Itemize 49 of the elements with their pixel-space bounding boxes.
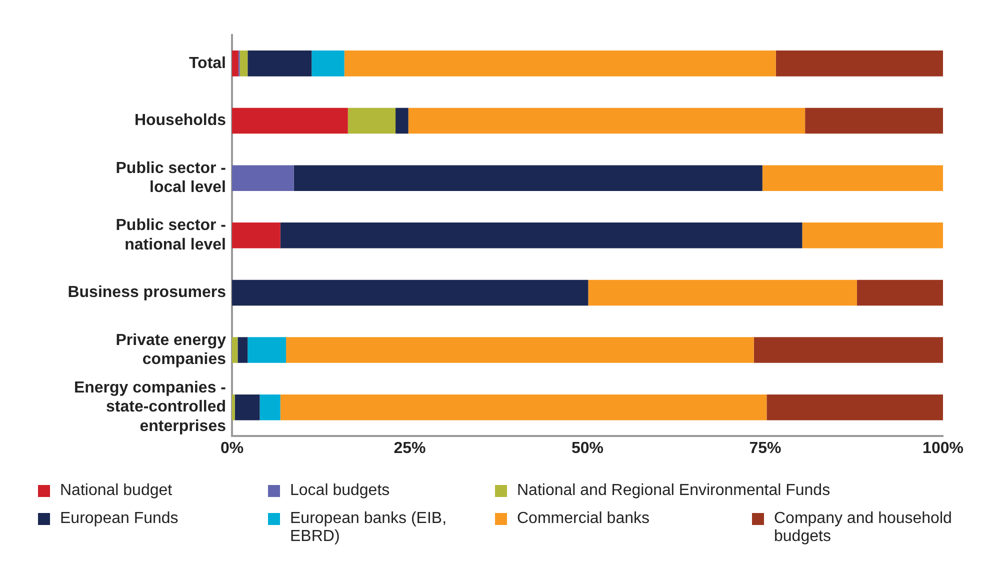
bar (248, 337, 286, 363)
bar (344, 50, 776, 76)
bar (280, 222, 802, 248)
bar (776, 50, 943, 76)
legend-label: Local budgets (290, 482, 390, 500)
y-tick-label: Business prosumers (68, 284, 226, 302)
bar (805, 108, 943, 134)
bar (240, 50, 248, 76)
y-tick-label: Total (188, 54, 226, 72)
bar (348, 108, 396, 134)
legend-label: Commercial banks (517, 510, 650, 528)
y-tick-label: Private energy companies (116, 332, 226, 368)
bar (408, 108, 806, 134)
bar (286, 337, 754, 363)
x-tick-label: 75% (749, 440, 782, 458)
x-tick-label: 25% (394, 440, 426, 458)
bar (396, 108, 408, 134)
bar (762, 165, 943, 191)
bar (232, 165, 294, 191)
y-tick-label: Energy companies - state-controlled enterprises (74, 380, 226, 435)
bar (312, 50, 344, 76)
bar (232, 108, 348, 134)
bar (234, 394, 260, 420)
bar (280, 394, 767, 420)
legend-label: National and Regional Environmental Funds (517, 482, 830, 500)
bar (754, 337, 943, 363)
bar (232, 50, 238, 76)
bar (238, 337, 248, 363)
bar (588, 280, 857, 306)
y-tick-label: Households (134, 112, 226, 130)
legend-label: National budget (60, 482, 172, 500)
bar (294, 165, 762, 191)
x-tick-label: 100% (922, 440, 964, 458)
y-tick-label: Public sector - national level (116, 217, 226, 254)
bar (766, 394, 943, 420)
legend-label: Company and household budgets (774, 510, 953, 546)
legend-label: European banks (EIB, EBRD) (290, 510, 448, 546)
bar (232, 337, 238, 363)
bar (232, 222, 280, 248)
bar (248, 50, 312, 76)
y-tick-label: Public sector - local level (116, 160, 226, 196)
bar (260, 394, 280, 420)
x-tick-label: 0% (220, 440, 244, 458)
bar (232, 394, 235, 420)
bar (802, 222, 943, 248)
bar (856, 280, 943, 306)
legend-label: European Funds (60, 510, 178, 528)
x-tick-label: 50% (571, 440, 604, 458)
bar (232, 280, 588, 306)
